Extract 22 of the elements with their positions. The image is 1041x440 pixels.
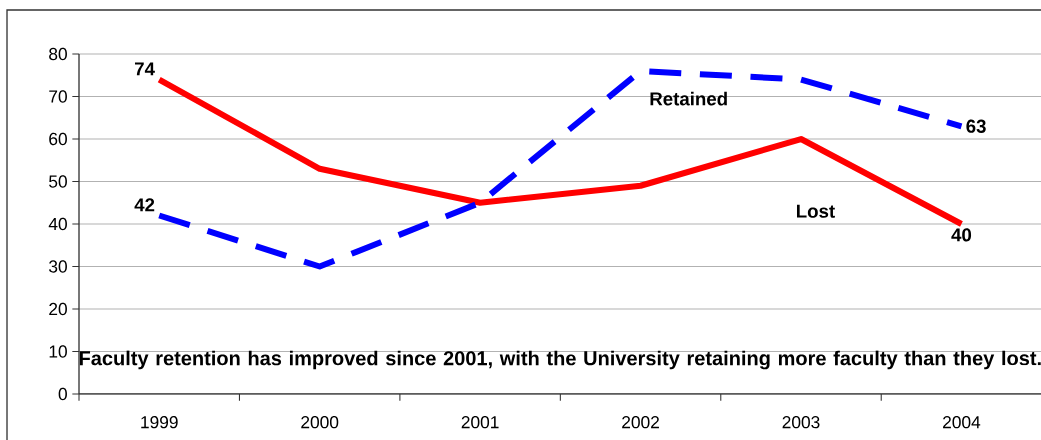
x-tick-label: 2001 (461, 416, 499, 429)
text: Lost (797, 204, 835, 218)
y-tick-label: 40 (48, 217, 67, 231)
series-label: Retained (650, 91, 727, 106)
data-label: 74 (134, 62, 155, 76)
data-label: 42 (134, 198, 155, 212)
x-tick-label: 2002 (622, 416, 659, 429)
x-tick-label: 1999 (141, 416, 178, 429)
y-tick-label: 20 (49, 302, 67, 316)
y-tick-label: 30 (49, 260, 67, 273)
y-tick-label: 70 (49, 90, 67, 103)
y-tick-label: 0 (58, 387, 67, 401)
y-tick-label: 50 (49, 175, 67, 188)
x-tick-label: 2003 (782, 416, 820, 429)
y-tick-label: 10 (49, 345, 67, 358)
data-label: 63 (966, 119, 986, 133)
x-tick-label: 2000 (301, 416, 339, 429)
y-tick-label: 80 (49, 47, 67, 61)
y-tick-label: 60 (49, 132, 67, 146)
data-label: 40 (951, 228, 972, 242)
annotation: Faculty retention has improved since 2001, with the University retaining more faculty than they lost. (79, 350, 1041, 370)
x-tick-label: 2004 (943, 416, 981, 429)
